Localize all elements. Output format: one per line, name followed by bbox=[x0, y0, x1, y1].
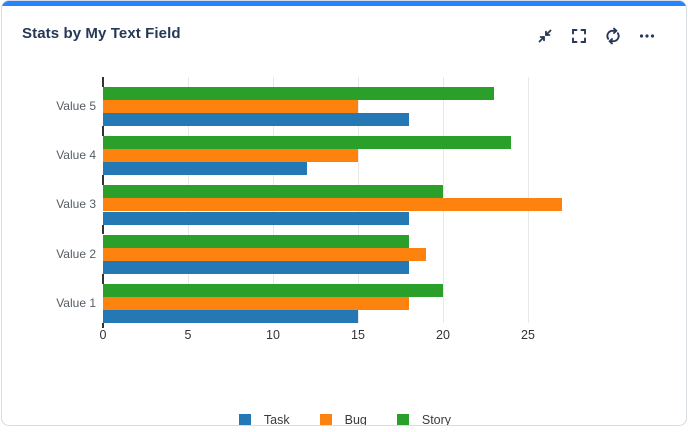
category-label: Value 1 bbox=[56, 295, 96, 310]
expand-button[interactable] bbox=[570, 27, 588, 45]
x-axis-tick-label: 5 bbox=[184, 328, 192, 342]
bar-task-value-4[interactable] bbox=[103, 162, 307, 176]
bar-bug-value-2[interactable] bbox=[103, 247, 426, 261]
page-title: Stats by My Text Field bbox=[22, 25, 181, 42]
bar-task-value-1[interactable] bbox=[103, 309, 358, 323]
x-axis-tick-label: 10 bbox=[266, 328, 280, 342]
bar-task-value-2[interactable] bbox=[103, 260, 409, 274]
y-axis-tick bbox=[102, 77, 104, 87]
y-axis-tick bbox=[102, 175, 104, 186]
bar-story-value-3[interactable] bbox=[103, 185, 443, 199]
y-axis-tick bbox=[102, 126, 104, 137]
legend-swatch bbox=[396, 414, 409, 425]
bar-task-value-5[interactable] bbox=[103, 113, 409, 127]
bar-story-value-1[interactable] bbox=[103, 283, 443, 297]
y-axis-tick bbox=[102, 273, 104, 284]
bar-chart: 0 5 10 15 20 25 Value 5 Value 4 Value 3 Value 2 Va… bbox=[2, 61, 686, 425]
legend-item-bug[interactable]: Bug bbox=[319, 413, 367, 426]
bar-bug-value-4[interactable] bbox=[103, 149, 358, 163]
x-axis-tick-label: 25 bbox=[521, 328, 535, 342]
collapse-icon bbox=[538, 29, 552, 43]
legend-label: Bug bbox=[344, 413, 367, 426]
card-accent-bar bbox=[2, 1, 686, 6]
legend-swatch bbox=[238, 414, 251, 425]
legend-item-task[interactable]: Task bbox=[238, 413, 290, 426]
x-axis-tick-label: 20 bbox=[436, 328, 450, 342]
refresh-icon bbox=[606, 27, 620, 45]
legend-item-story[interactable]: Story bbox=[396, 413, 452, 426]
category-label: Value 5 bbox=[56, 99, 96, 114]
legend-label: Story bbox=[421, 413, 452, 426]
refresh-button[interactable] bbox=[604, 27, 622, 45]
bar-bug-value-1[interactable] bbox=[103, 296, 409, 310]
legend-swatch bbox=[319, 414, 332, 425]
x-axis-tick-label: 15 bbox=[351, 328, 365, 342]
bar-story-value-4[interactable] bbox=[103, 136, 511, 150]
category-label: Value 3 bbox=[56, 197, 96, 212]
bar-task-value-3[interactable] bbox=[103, 211, 409, 225]
y-axis-tick bbox=[102, 323, 104, 328]
legend-label: Task bbox=[263, 413, 290, 426]
bar-bug-value-5[interactable] bbox=[103, 100, 358, 114]
x-axis-tick-label: 0 bbox=[99, 328, 107, 342]
collapse-button[interactable] bbox=[536, 27, 554, 45]
bar-story-value-2[interactable] bbox=[103, 234, 409, 248]
more-button[interactable] bbox=[638, 27, 656, 45]
expand-icon bbox=[572, 29, 586, 43]
bar-bug-value-3[interactable] bbox=[103, 198, 562, 212]
category-label: Value 2 bbox=[56, 246, 96, 261]
more-icon bbox=[639, 34, 655, 38]
gadget-toolbar bbox=[536, 27, 656, 45]
chart-legend: Task Bug Story bbox=[2, 413, 686, 426]
category-label: Value 4 bbox=[56, 148, 96, 163]
bar-story-value-5[interactable] bbox=[103, 86, 494, 100]
y-axis-tick bbox=[102, 224, 104, 235]
